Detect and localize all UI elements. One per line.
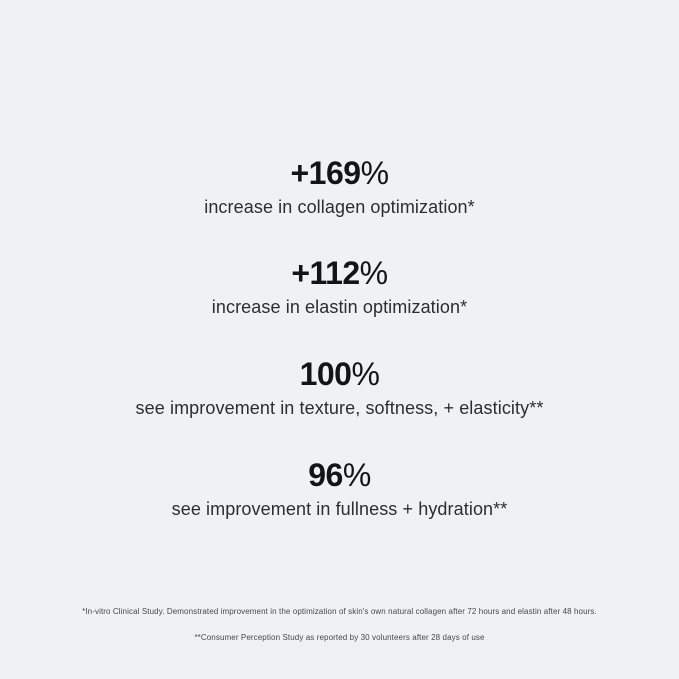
stat-block-collagen: +169% increase in collagen optimization* [0,153,679,220]
stat-label: see improvement in texture, softness, + … [135,398,544,418]
stat-block-elastin: +112% increase in elastin optimization* [0,253,679,320]
stat-value-number: +169 [290,155,361,191]
stat-label: increase in elastin optimization* [211,297,468,317]
stat-value-number: 100 [299,356,352,392]
footnote-consumer-study: **Consumer Perception Study as reported … [194,633,485,642]
stat-value-percent-sign: % [359,255,388,291]
stat-label: see improvement in fullness + hydration*… [171,499,508,519]
stat-value: +112% [0,253,679,293]
stat-value-percent-sign: % [351,356,380,392]
stat-value-percent-sign: % [360,155,389,191]
stat-value: 96% [0,455,679,495]
stat-value-percent-sign: % [342,457,371,493]
stat-block-fullness: 96% see improvement in fullness + hydrat… [0,455,679,522]
footnote-clinical-study: *In-vitro Clinical Study. Demonstrated i… [82,607,597,616]
stat-label: increase in collagen optimization* [204,197,475,217]
stat-value: +169% [0,153,679,193]
stat-block-texture: 100% see improvement in texture, softnes… [0,354,679,421]
stat-value: 100% [0,354,679,394]
stat-value-number: 96 [308,457,343,493]
stat-value-number: +112 [291,255,360,291]
